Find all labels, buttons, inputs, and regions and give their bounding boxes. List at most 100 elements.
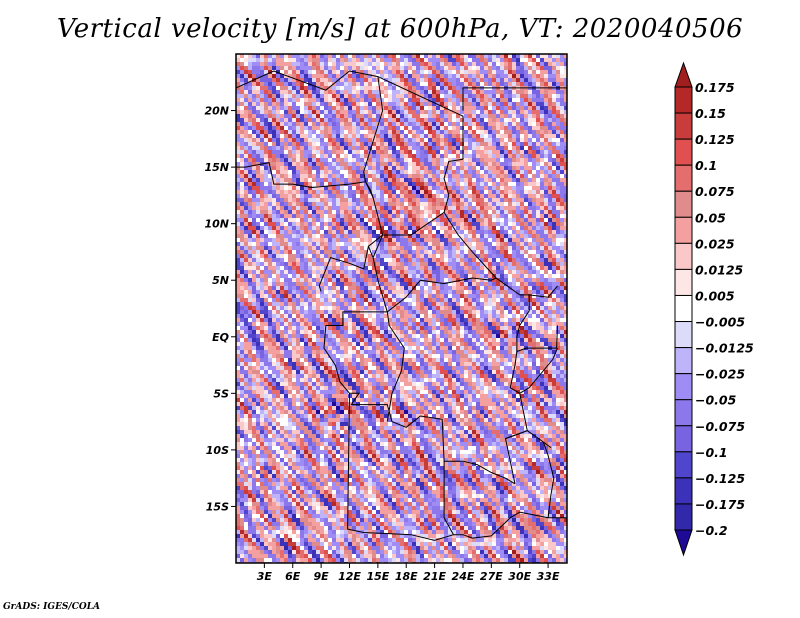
field-cell xyxy=(336,142,340,146)
field-cell xyxy=(556,62,560,66)
field-cell xyxy=(400,90,404,94)
field-cell xyxy=(264,218,268,222)
field-cell xyxy=(368,294,372,298)
field-cell xyxy=(548,62,552,66)
field-cell xyxy=(472,274,476,278)
field-cell xyxy=(552,206,556,210)
field-cell xyxy=(372,186,376,190)
field-cell xyxy=(328,190,332,194)
field-cell xyxy=(460,254,464,258)
field-cell xyxy=(236,214,240,218)
field-cell xyxy=(236,290,240,294)
field-cell xyxy=(488,54,492,58)
field-cell xyxy=(300,230,304,234)
field-cell xyxy=(260,66,264,70)
field-cell xyxy=(260,218,264,222)
field-cell xyxy=(360,198,364,202)
field-cell xyxy=(432,198,436,202)
field-cell xyxy=(292,150,296,154)
field-cell xyxy=(416,130,420,134)
field-cell xyxy=(276,226,280,230)
field-cell xyxy=(272,226,276,230)
field-cell xyxy=(356,186,360,190)
field-cell xyxy=(452,294,456,298)
field-cell xyxy=(272,306,276,310)
field-cell xyxy=(240,74,244,78)
field-cell xyxy=(388,214,392,218)
field-cell xyxy=(516,74,520,78)
field-cell xyxy=(308,138,312,142)
field-cell xyxy=(364,270,368,274)
field-cell xyxy=(308,222,312,226)
field-cell xyxy=(552,186,556,190)
field-cell xyxy=(564,286,567,290)
field-cell xyxy=(364,278,368,282)
field-cell xyxy=(516,134,520,138)
field-cell xyxy=(236,78,240,82)
field-cell xyxy=(256,298,260,302)
field-cell xyxy=(428,266,432,270)
field-cell xyxy=(468,238,472,242)
field-cell xyxy=(424,154,428,158)
field-cell xyxy=(344,58,348,62)
field-cell xyxy=(384,190,388,194)
field-cell xyxy=(388,262,392,266)
field-cell xyxy=(316,122,320,126)
field-cell xyxy=(464,294,468,298)
field-cell xyxy=(556,166,560,170)
field-cell xyxy=(492,254,496,258)
field-cell xyxy=(560,182,564,186)
field-cell xyxy=(268,162,272,166)
field-cell xyxy=(508,158,512,162)
field-cell xyxy=(336,226,340,230)
field-cell xyxy=(340,238,344,242)
field-cell xyxy=(312,246,316,250)
field-cell xyxy=(328,210,332,214)
field-cell xyxy=(396,102,400,106)
field-cell xyxy=(364,74,368,78)
field-cell xyxy=(464,142,468,146)
field-cell xyxy=(540,90,544,94)
field-cell xyxy=(468,202,472,206)
field-cell xyxy=(276,214,280,218)
field-cell xyxy=(524,70,528,74)
field-cell xyxy=(476,138,480,142)
field-cell xyxy=(324,58,328,62)
field-cell xyxy=(320,286,324,290)
field-cell xyxy=(292,302,296,306)
field-cell xyxy=(348,114,352,118)
field-cell xyxy=(548,114,552,118)
field-cell xyxy=(280,250,284,254)
field-cell xyxy=(396,150,400,154)
field-cell xyxy=(248,198,252,202)
field-cell xyxy=(552,178,556,182)
field-cell xyxy=(472,218,476,222)
field-cell xyxy=(412,278,416,282)
field-cell xyxy=(332,246,336,250)
field-cell xyxy=(260,170,264,174)
field-cell xyxy=(368,286,372,290)
field-cell xyxy=(504,106,508,110)
field-cell xyxy=(412,198,416,202)
field-cell xyxy=(512,90,516,94)
field-cell xyxy=(308,306,312,310)
field-cell xyxy=(248,238,252,242)
field-cell xyxy=(396,158,400,162)
field-cell xyxy=(496,70,500,74)
field-cell xyxy=(320,210,324,214)
field-cell xyxy=(548,182,552,186)
field-cell xyxy=(488,130,492,134)
field-cell xyxy=(416,126,420,130)
field-cell xyxy=(500,150,504,154)
field-cell xyxy=(332,98,336,102)
field-cell xyxy=(404,270,408,274)
field-cell xyxy=(444,286,448,290)
field-cell xyxy=(524,82,528,86)
field-cell xyxy=(480,278,484,282)
field-cell xyxy=(244,122,248,126)
field-cell xyxy=(532,186,536,190)
field-cell xyxy=(556,234,560,238)
field-cell xyxy=(472,62,476,66)
field-cell xyxy=(416,110,420,114)
field-cell xyxy=(380,90,384,94)
